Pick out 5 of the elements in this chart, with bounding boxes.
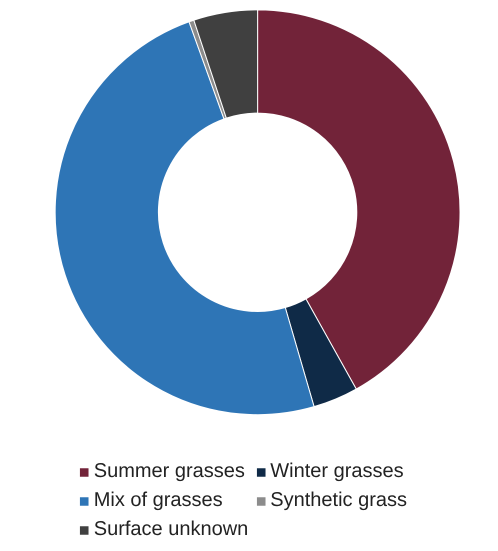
legend-label: Summer grasses (94, 460, 245, 483)
legend-label: Mix of grasses (94, 489, 224, 512)
legend-label: Synthetic grass (270, 489, 408, 512)
legend-label: Surface unknown (94, 518, 248, 541)
legend-label: Winter grasses (270, 460, 405, 483)
